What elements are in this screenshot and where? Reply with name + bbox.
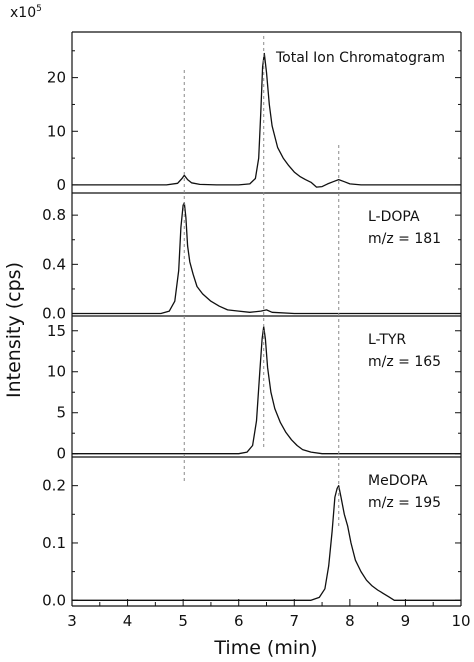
panel-annotation: Total Ion Chromatogram (275, 50, 445, 66)
panel-3: 0 5 10 15 L-TYR m/z = 165 (47, 316, 462, 463)
panel-annotation: L-DOPA (368, 209, 420, 225)
series-line-3 (72, 326, 461, 455)
y-tick-label: 20 (47, 69, 66, 87)
y-tick-label: 0 (56, 176, 66, 194)
reference-lines (183, 36, 340, 528)
panel-1: 0 10 20 Total Ion Chromatogram (47, 31, 462, 194)
x-tick-label: 4 (123, 612, 133, 630)
x-tick-label: 7 (290, 612, 300, 630)
y-tick-label: 0.4 (42, 255, 66, 273)
x-tick-label: 5 (178, 612, 188, 630)
y-tick-label: 0.0 (42, 591, 66, 609)
panel-annotation: m/z = 165 (368, 354, 441, 370)
y-tick-label: 10 (47, 363, 66, 381)
series-line-2 (72, 202, 461, 315)
panel-annotation: m/z = 181 (368, 231, 441, 247)
panel-annotation: L-TYR (368, 332, 406, 348)
panel-annotation: m/z = 195 (368, 495, 441, 511)
y-tick-label: 15 (47, 322, 66, 340)
panel-2: 0.0 0.4 0.8 L-DOPA m/z = 181 (42, 193, 462, 323)
y-tick-label: 5 (56, 404, 66, 422)
y-tick-label: 10 (47, 122, 66, 140)
series-line-4 (72, 485, 461, 601)
x-axis-title: Time (min) (213, 637, 317, 659)
plot-panels: 0 10 20 Total Ion Chromatogram 0.0 0.4 0.8 L-DO… (42, 31, 462, 609)
y-tick-label: 0 (56, 445, 66, 463)
panel-4: 0.0 0.1 0.2 MeDOPA m/z = 195 (42, 457, 462, 609)
series-line-1 (72, 52, 461, 188)
y-axis-title: Intensity (cps) (3, 262, 25, 398)
x-tick-label: 3 (67, 612, 77, 630)
y-tick-label: 0.1 (42, 534, 66, 552)
y-multiplier: x105 (10, 4, 42, 21)
x-axis: 3 4 5 6 7 8 9 10 (67, 599, 471, 630)
x-tick-label: 9 (401, 612, 411, 630)
panel-annotation: MeDOPA (368, 473, 428, 489)
x-tick-label: 6 (234, 612, 244, 630)
x-tick-label: 10 (451, 612, 470, 630)
y-tick-label: 0.2 (42, 477, 66, 495)
x-tick-label: 8 (345, 612, 355, 630)
y-tick-label: 0.0 (42, 305, 66, 323)
y-tick-label: 0.8 (42, 206, 66, 224)
